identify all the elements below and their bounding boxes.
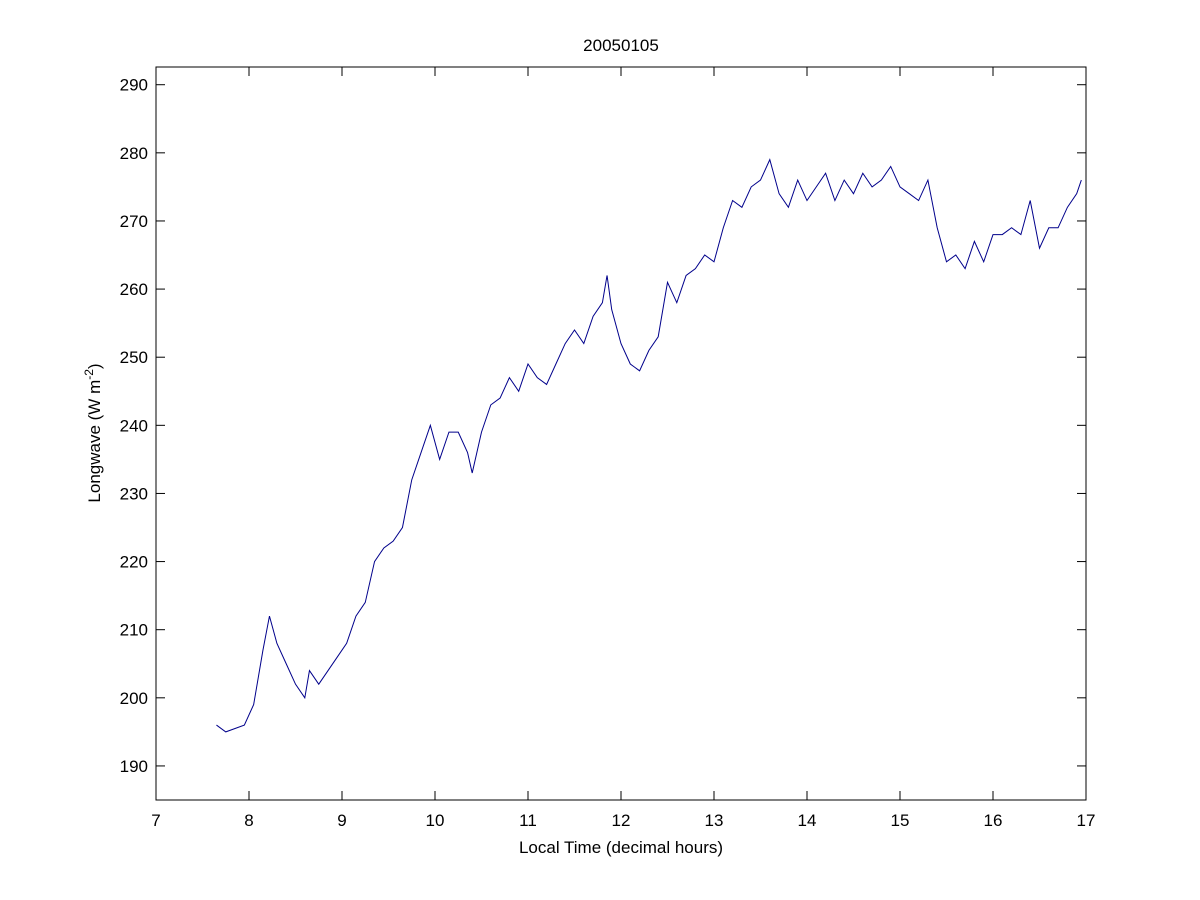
y-tick-label: 280	[120, 144, 148, 163]
x-tick-label: 16	[984, 811, 1003, 830]
plot-frame	[155, 66, 1087, 801]
x-tick-label: 7	[151, 811, 160, 830]
y-axis-label-end: )	[85, 363, 104, 369]
x-tick-label: 11	[519, 811, 537, 830]
y-tick-label: 210	[120, 621, 148, 640]
x-axis-label: Local Time (decimal hours)	[519, 838, 723, 857]
y-tick-label: 260	[120, 280, 148, 299]
x-tick-label: 9	[337, 811, 346, 830]
x-tick-label: 13	[705, 811, 724, 830]
x-tick-label: 17	[1077, 811, 1096, 830]
y-tick-label: 240	[120, 416, 148, 435]
chart-title: 20050105	[583, 36, 659, 55]
y-axis-label-text: Longwave (W m	[85, 380, 104, 503]
x-tick-label: 15	[891, 811, 910, 830]
y-tick-label: 230	[120, 484, 148, 503]
y-axis-label: Longwave (W m-2)	[82, 363, 104, 502]
x-tick-label: 8	[244, 811, 253, 830]
y-tick-label: 200	[120, 689, 148, 708]
x-tick-label: 10	[426, 811, 445, 830]
x-tick-label: 12	[612, 811, 631, 830]
y-tick-label: 190	[120, 757, 148, 776]
data-line	[216, 158, 1082, 733]
x-tick-label: 14	[798, 811, 817, 830]
y-tick-label: 250	[120, 348, 148, 367]
y-axis-label-sup: -2	[82, 369, 96, 380]
y-tick-label: 290	[120, 76, 148, 95]
y-tick-label: 220	[120, 553, 148, 572]
y-tick-label: 270	[120, 212, 148, 231]
